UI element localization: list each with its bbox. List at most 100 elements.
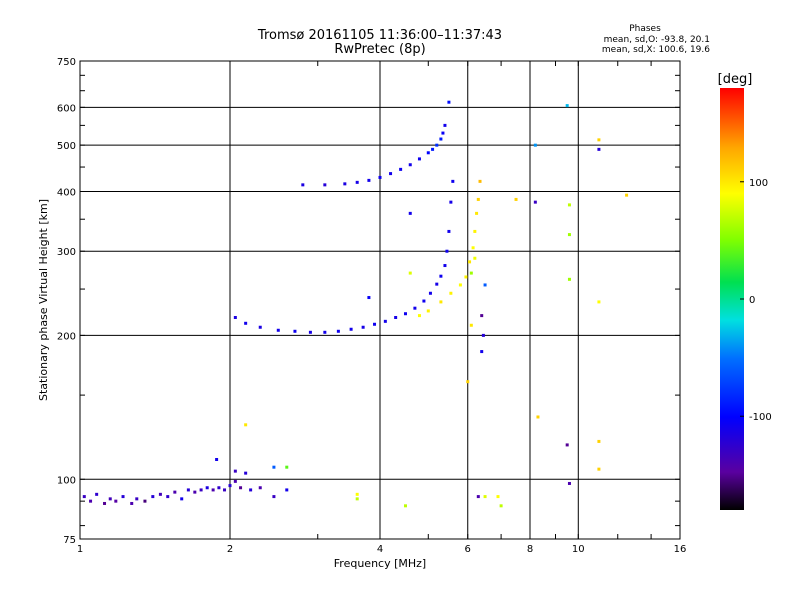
data-point (447, 100, 451, 104)
data-point (373, 322, 377, 326)
data-point (476, 495, 480, 499)
phases-stats-o: mean, sd,O: -93.8, 20.1 (604, 35, 710, 45)
data-point (121, 495, 125, 499)
data-point (625, 193, 629, 197)
data-point (565, 443, 569, 447)
x-tick-label: 1 (77, 544, 83, 555)
data-point (272, 465, 276, 469)
data-point (439, 137, 443, 141)
x-tick-label: 6 (465, 544, 471, 555)
data-point (272, 495, 276, 499)
data-point (276, 328, 280, 332)
data-point (336, 329, 340, 333)
x-tick-label: 10 (572, 544, 585, 555)
colorbar-ticks: 100 0 -100 (740, 178, 772, 423)
axis-ticks (79, 61, 681, 539)
data-point (205, 486, 209, 490)
data-point (514, 197, 518, 201)
data-point (233, 315, 237, 319)
colorbar-label: [deg] (718, 72, 753, 87)
data-point (378, 175, 382, 179)
y-tick-label: 750 (57, 57, 76, 68)
data-points (82, 100, 629, 508)
data-point (323, 183, 327, 187)
data-point (567, 481, 571, 485)
data-point (439, 274, 443, 278)
data-point (597, 147, 601, 151)
data-point (435, 143, 439, 147)
data-point (151, 495, 155, 499)
data-point (143, 499, 147, 503)
data-point (473, 256, 477, 260)
data-point (89, 499, 93, 503)
data-point (399, 167, 403, 171)
grid-lines (80, 61, 680, 539)
data-point (408, 211, 412, 215)
data-point (323, 330, 327, 334)
data-point (597, 467, 601, 471)
data-point (565, 104, 569, 108)
data-point (536, 415, 540, 419)
colorbar-tick-label: 0 (749, 295, 755, 306)
data-point (293, 329, 297, 333)
data-point (413, 306, 417, 310)
data-point (471, 246, 475, 250)
data-point (443, 264, 447, 268)
y-tick-label: 75 (63, 535, 76, 546)
data-point (473, 229, 477, 233)
data-point (95, 492, 99, 496)
data-point (597, 138, 601, 142)
data-point (166, 495, 170, 499)
x-tick-label: 8 (527, 544, 533, 555)
data-point (383, 319, 387, 323)
data-point (308, 330, 312, 334)
phases-stats-x: mean, sd,X: 100.6, 19.6 (602, 45, 710, 55)
data-point (441, 131, 445, 135)
data-point (355, 180, 359, 184)
data-point (597, 300, 601, 304)
data-point (426, 151, 430, 155)
chart-subtitle: RwPretec (8p) (334, 42, 425, 57)
data-point (475, 211, 479, 215)
data-point (422, 299, 426, 303)
data-point (244, 471, 248, 475)
data-point (394, 315, 398, 319)
x-tick-label: 2 (227, 544, 233, 555)
data-point (464, 275, 468, 279)
data-point (469, 323, 473, 327)
data-point (285, 488, 289, 492)
data-point (180, 497, 184, 501)
data-point (597, 439, 601, 443)
data-point (249, 488, 253, 492)
data-point (445, 249, 449, 253)
data-point (130, 501, 134, 505)
data-point (244, 423, 248, 427)
data-point (408, 271, 412, 275)
data-point (389, 172, 393, 176)
data-point (483, 495, 487, 499)
colorbar-tick-label: -100 (749, 412, 772, 423)
data-point (480, 350, 484, 354)
data-point (228, 484, 232, 488)
data-point (193, 490, 197, 494)
data-point (258, 325, 262, 329)
data-point (439, 300, 443, 304)
data-point (158, 492, 162, 496)
x-tick-labels: 1 2 4 6 8 10 16 (77, 544, 687, 555)
data-point (533, 143, 537, 147)
data-point (451, 179, 455, 183)
data-point (567, 277, 571, 281)
data-point (355, 492, 359, 496)
chart-title: Tromsø 20161105 11:36:00–11:37:43 (257, 28, 502, 43)
data-point (82, 495, 86, 499)
data-point (431, 147, 435, 151)
data-point (173, 490, 177, 494)
y-tick-label: 300 (57, 247, 76, 258)
data-point (301, 183, 305, 187)
data-point (466, 380, 470, 384)
data-point (426, 309, 430, 313)
data-point (403, 504, 407, 508)
data-point (215, 457, 219, 461)
